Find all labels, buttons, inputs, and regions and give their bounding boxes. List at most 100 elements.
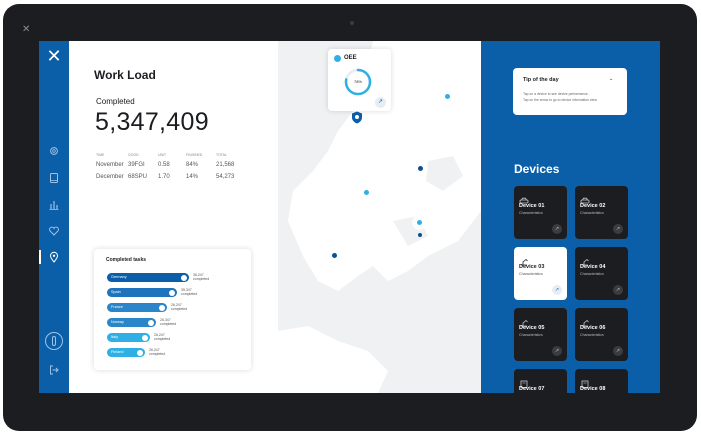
task-label: Italy	[111, 335, 118, 339]
arrow-up-right-icon[interactable]: ↗	[552, 224, 562, 234]
task-count-sub: completed	[149, 352, 166, 356]
task-value: 26,247 completed	[154, 333, 170, 341]
gear-icon[interactable]	[48, 145, 60, 157]
task-value: 26,347 completed	[160, 318, 176, 326]
task-count: 26,247	[149, 348, 160, 352]
logo-icon[interactable]: ✕	[46, 46, 62, 66]
arrow-up-right-icon[interactable]: ↗	[552, 285, 562, 295]
device-card[interactable]: Device 08Characteristics↗	[575, 369, 628, 393]
task-value: 35,347 completed	[181, 288, 197, 296]
tip-text: Tap on the arrow to go to device informa…	[523, 98, 598, 102]
table-cell: 39FGI	[128, 162, 145, 168]
map-pin[interactable]	[417, 165, 424, 172]
tip-title: Tip of the day	[523, 77, 559, 83]
task-count-sub: completed	[181, 292, 198, 296]
logout-icon[interactable]	[48, 364, 60, 376]
device-name: Device 04	[580, 264, 606, 270]
device-name: Device 05	[519, 325, 545, 331]
device-characteristics: Characteristics	[519, 272, 543, 276]
bar-chart-icon[interactable]	[48, 199, 60, 211]
task-dot	[181, 274, 187, 281]
map-pin[interactable]	[444, 93, 451, 100]
machine-icon	[580, 375, 590, 388]
device-name: Device 06	[580, 325, 606, 331]
table-cell: 1.70	[158, 174, 170, 180]
task-bar: Germany	[107, 273, 189, 282]
nav-active-indicator	[39, 250, 41, 264]
page-title: Work Load	[94, 68, 156, 82]
device-name: Device 08	[580, 386, 606, 392]
task-count: 26,247	[171, 303, 182, 307]
map-pin[interactable]	[331, 252, 338, 259]
tip-text: Tap on a device to see device performanc…	[523, 92, 589, 96]
table-cell: December	[96, 174, 124, 180]
arrow-up-right-icon[interactable]: ↗	[375, 97, 386, 108]
device-card[interactable]: Device 06 Characteristics ↗	[575, 308, 628, 361]
car-icon	[580, 192, 590, 204]
shield-pin-icon[interactable]	[351, 111, 363, 124]
table-cell: 54,273	[216, 174, 235, 180]
task-count: 36,247	[193, 273, 204, 277]
device-card[interactable]: Device 04 Characteristics ↗	[575, 247, 628, 300]
oee-card[interactable]: OEE 78% ↗	[328, 49, 391, 111]
map-pin[interactable]	[363, 189, 370, 196]
task-label: France	[111, 305, 123, 309]
column-header: UNIT	[158, 153, 167, 157]
robot-arm-icon	[519, 253, 529, 266]
device-characteristics: Characteristics	[580, 272, 604, 276]
table-cell: 84%	[186, 162, 199, 168]
device-card[interactable]: Device 02 Characteristics ↗	[575, 186, 628, 239]
device-characteristics: Characteristics	[580, 333, 604, 337]
map-pin[interactable]	[416, 219, 423, 226]
brand-mark-icon: ✕	[22, 24, 31, 35]
device-name: Device 02	[580, 203, 606, 209]
table-cell: November	[96, 162, 124, 168]
device-characteristics: Characteristics	[519, 211, 543, 215]
location-pin-icon[interactable]	[48, 251, 60, 263]
robot-arm-icon	[580, 314, 590, 327]
task-value: 26,247 completed	[171, 303, 187, 311]
device-card[interactable]: Device 07Characteristics↗	[514, 369, 567, 393]
heart-icon[interactable]	[48, 225, 60, 237]
task-count-sub: completed	[171, 307, 188, 311]
task-value: 36,247 completed	[193, 273, 209, 281]
table-row: November 39FGI 0.58 84% 21,568	[96, 159, 251, 171]
arrow-up-right-icon[interactable]: ↗	[613, 224, 623, 234]
task-count-sub: completed	[160, 322, 177, 326]
device-card[interactable]: Device 01 Characteristics ↗	[514, 186, 567, 239]
task-count: 26,347	[160, 318, 171, 322]
completed-tasks-card: Completed tasks Germany 36,247 completed Sp…	[94, 249, 251, 370]
device-name: Device 03	[519, 264, 545, 270]
oee-value: 78%	[353, 79, 362, 84]
task-count-sub: completed	[193, 277, 210, 281]
arrow-up-right-icon[interactable]: ↗	[552, 346, 562, 356]
task-dot	[137, 349, 143, 356]
map-pin[interactable]	[418, 233, 422, 237]
column-header: TIME	[96, 153, 105, 157]
arrow-up-right-icon[interactable]: ↗	[613, 346, 623, 356]
table-cell: 14%	[186, 174, 199, 180]
column-header: TOTAL	[216, 153, 227, 157]
task-dot	[148, 319, 154, 326]
app-screen: ✕ Work Load Completed 5,347,409 TIME G	[39, 41, 660, 393]
task-count-sub: completed	[154, 337, 171, 341]
map-view[interactable]	[278, 41, 481, 393]
task-label: Finland	[111, 350, 124, 354]
oee-title: OEE	[344, 55, 357, 61]
power-icon[interactable]	[45, 332, 63, 350]
tip-of-the-day-card[interactable]: Tip of the day ⌄ Tap on a device to see …	[513, 68, 627, 115]
table-cell: 68SPU	[128, 174, 148, 180]
workload-table: TIME GOOD UNIT FINISHED TOTAL November 3…	[96, 151, 251, 183]
task-bar: France	[107, 303, 167, 312]
task-label: Germany	[111, 275, 127, 279]
device-card[interactable]: Device 03 Characteristics ↗	[514, 247, 567, 300]
camera-dot	[350, 21, 354, 25]
device-card[interactable]: Device 05 Characteristics ↗	[514, 308, 567, 361]
tablet-icon[interactable]	[48, 172, 60, 184]
arrow-up-right-icon[interactable]: ↗	[613, 285, 623, 295]
task-bar: Finland	[107, 348, 145, 357]
task-label: Norway	[111, 320, 124, 324]
chevron-down-icon[interactable]: ⌄	[609, 76, 614, 82]
task-bar: Spain	[107, 288, 177, 297]
completed-value: 5,347,409	[95, 108, 209, 136]
